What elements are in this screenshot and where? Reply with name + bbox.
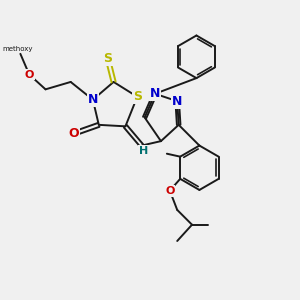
Text: O: O: [25, 70, 34, 80]
Text: methoxy: methoxy: [2, 46, 33, 52]
Text: N: N: [150, 87, 160, 100]
Text: N: N: [172, 95, 182, 108]
Text: O: O: [68, 127, 79, 140]
Text: N: N: [88, 93, 98, 106]
Text: S: S: [103, 52, 112, 65]
Text: H: H: [139, 146, 148, 156]
Text: S: S: [133, 90, 142, 103]
Text: O: O: [165, 186, 175, 196]
